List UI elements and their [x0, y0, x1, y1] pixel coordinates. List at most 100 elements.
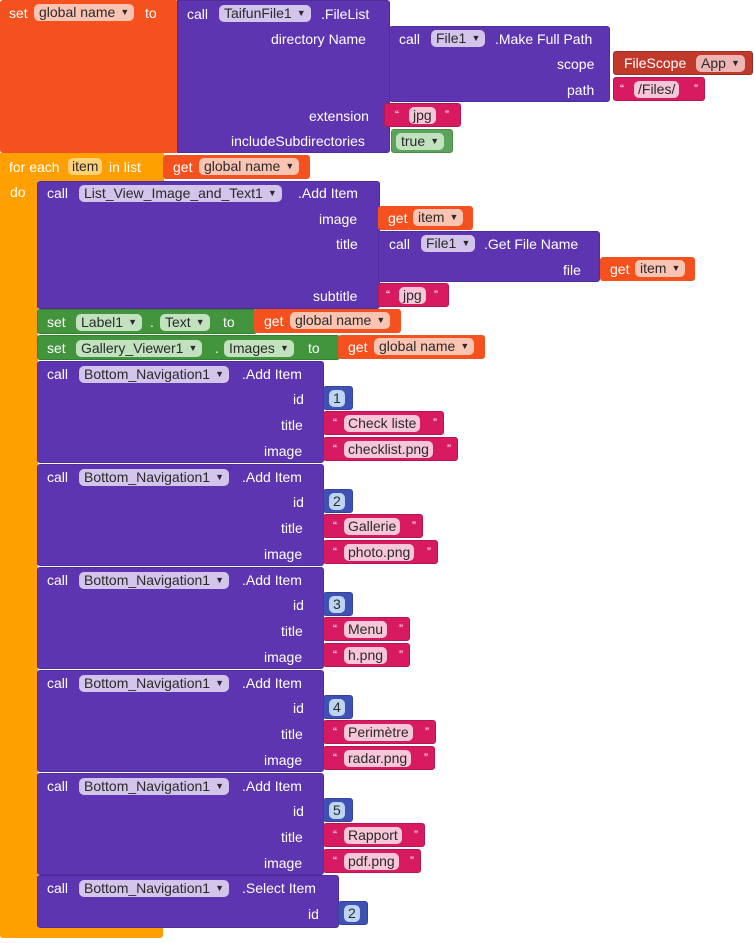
- nav-id-number-block[interactable]: 2: [323, 489, 353, 513]
- nav-title-text-block[interactable]: “ Gallerie ”: [323, 514, 423, 538]
- nav-image-text-block[interactable]: “ radar.png ”: [323, 746, 435, 770]
- listview-add-item-block[interactable]: call List_View_Image_and_Text1 ▼ .Add Ite…: [37, 181, 380, 309]
- nav-id-number-block[interactable]: 3: [323, 592, 353, 616]
- set-label-text-block[interactable]: set Label1 ▼ . Text ▼ to: [37, 309, 257, 334]
- call-keyword: call: [47, 675, 69, 691]
- get-item-block[interactable]: get item ▼: [600, 257, 695, 281]
- nav-image-text[interactable]: photo.png: [344, 544, 415, 561]
- nav-title-text[interactable]: Menu: [344, 621, 388, 638]
- nav-title-text[interactable]: Check liste: [344, 415, 421, 432]
- dropdown-caret-icon: ▼: [376, 315, 386, 325]
- component-dropdown[interactable]: Label1 ▼: [76, 314, 143, 331]
- set-gallery-images-block[interactable]: set Gallery_Viewer1 ▼ . Images ▼ to: [37, 335, 340, 360]
- variable-dropdown[interactable]: global name ▼: [290, 312, 391, 329]
- nav-image-text[interactable]: h.png: [344, 647, 388, 664]
- dropdown-caret-icon: ▼: [215, 369, 225, 379]
- variable-name: global name: [295, 312, 372, 328]
- variable-dropdown[interactable]: item ▼: [635, 260, 686, 277]
- nav-id-value[interactable]: 5: [329, 802, 345, 819]
- subtitle-text[interactable]: jpg: [399, 287, 426, 304]
- component-dropdown[interactable]: Bottom_Navigation1 ▼: [79, 880, 230, 897]
- filescope-helper-block[interactable]: FileScope App ▼: [613, 51, 753, 75]
- component-dropdown[interactable]: Bottom_Navigation1 ▼: [79, 778, 230, 795]
- get-file-name-block[interactable]: call File1 ▼ .Get File Name file: [378, 231, 600, 282]
- navigation-add-item-block[interactable]: call Bottom_Navigation1 ▼ .Add Item id title i…: [37, 773, 324, 875]
- path-text-block[interactable]: “ /Files/ ”: [613, 77, 705, 101]
- variable-dropdown[interactable]: global name ▼: [374, 338, 475, 355]
- nav-title-text-block[interactable]: “ Rapport ”: [323, 823, 425, 847]
- get-global-name-block[interactable]: get global name ▼: [254, 309, 401, 333]
- select-id-number-block[interactable]: 2: [338, 901, 368, 925]
- component-dropdown[interactable]: File1 ▼: [431, 30, 486, 47]
- nav-title-text-block[interactable]: “ Check liste ”: [323, 411, 444, 435]
- boolean-dropdown[interactable]: true ▼: [396, 133, 445, 150]
- select-id-value[interactable]: 2: [344, 905, 360, 922]
- navigation-add-item-block[interactable]: call Bottom_Navigation1 ▼ .Add Item id title i…: [37, 670, 324, 772]
- get-item-block[interactable]: get item ▼: [378, 206, 473, 230]
- dropdown-caret-icon: ▼: [430, 136, 440, 146]
- nav-id-value[interactable]: 4: [329, 699, 345, 716]
- logic-true-block[interactable]: true ▼: [391, 129, 453, 153]
- nav-title-text[interactable]: Gallerie: [344, 518, 401, 535]
- property-dropdown[interactable]: Images ▼: [224, 340, 294, 357]
- nav-id-number-block[interactable]: 4: [323, 695, 353, 719]
- component-dropdown[interactable]: Bottom_Navigation1 ▼: [79, 366, 230, 383]
- nav-id-value[interactable]: 1: [329, 390, 345, 407]
- variable-dropdown[interactable]: global name ▼: [199, 158, 300, 175]
- variable-dropdown[interactable]: item ▼: [413, 209, 464, 226]
- get-keyword: get: [348, 339, 368, 355]
- image-label: image: [264, 752, 303, 768]
- navigation-add-item-block[interactable]: call Bottom_Navigation1 ▼ .Add Item id title i…: [37, 567, 324, 669]
- close-quote: ”: [447, 442, 451, 456]
- navigation-add-item-block[interactable]: call Bottom_Navigation1 ▼ .Add Item id title i…: [37, 361, 324, 463]
- nav-title-text[interactable]: Perimètre: [344, 724, 413, 741]
- navigation-select-item-block[interactable]: call Bottom_Navigation1 ▼ .Select Item id: [37, 875, 339, 928]
- set-global-variable-block[interactable]: set global name ▼ to: [0, 0, 178, 153]
- extension-text[interactable]: jpg: [409, 107, 436, 124]
- nav-image-text-block[interactable]: “ h.png ”: [323, 643, 410, 667]
- nav-id-value[interactable]: 3: [329, 596, 345, 613]
- nav-id-number-block[interactable]: 5: [323, 798, 353, 822]
- id-label: id: [293, 803, 304, 819]
- nav-image-text[interactable]: pdf.png: [344, 853, 399, 870]
- open-quote: “: [395, 108, 399, 122]
- nav-image-text-block[interactable]: “ checklist.png ”: [323, 437, 458, 461]
- nav-title-text-block[interactable]: “ Menu ”: [323, 617, 410, 641]
- component-dropdown[interactable]: List_View_Image_and_Text1 ▼: [79, 185, 282, 202]
- navigation-add-item-block[interactable]: call Bottom_Navigation1 ▼ .Add Item id title i…: [37, 464, 324, 566]
- loop-item-name: item: [72, 158, 99, 174]
- component-dropdown[interactable]: File1 ▼: [421, 235, 476, 252]
- component-dropdown[interactable]: Gallery_Viewer1 ▼: [76, 340, 203, 357]
- nav-image-text-block[interactable]: “ pdf.png ”: [323, 849, 421, 873]
- component-name: List_View_Image_and_Text1: [84, 185, 263, 201]
- get-global-name-block[interactable]: get global name ▼: [338, 335, 485, 359]
- component-name: Label1: [81, 314, 124, 330]
- nav-title-text[interactable]: Rapport: [344, 827, 402, 844]
- filelist-call-block[interactable]: call TaifunFile1 ▼ .FileList directory Na…: [177, 0, 390, 153]
- scope-dropdown[interactable]: App ▼: [696, 55, 745, 72]
- extension-text-block[interactable]: “ jpg ”: [384, 103, 461, 127]
- for-each-loop-header[interactable]: for each item in list: [0, 153, 164, 181]
- variable-name: global name: [379, 338, 456, 354]
- call-keyword: call: [47, 366, 69, 382]
- component-dropdown[interactable]: TaifunFile1 ▼: [219, 5, 311, 22]
- dropdown-caret-icon: ▼: [471, 33, 481, 43]
- path-text[interactable]: /Files/: [634, 81, 680, 98]
- nav-image-text[interactable]: radar.png: [344, 750, 412, 767]
- component-dropdown[interactable]: Bottom_Navigation1 ▼: [79, 675, 230, 692]
- get-list-variable-block[interactable]: get global name ▼: [163, 155, 310, 179]
- get-keyword: get: [173, 159, 193, 175]
- nav-id-value[interactable]: 2: [329, 493, 345, 510]
- nav-title-text-block[interactable]: “ Perimètre ”: [323, 720, 436, 744]
- component-dropdown[interactable]: Bottom_Navigation1 ▼: [79, 469, 230, 486]
- variable-dropdown[interactable]: global name ▼: [34, 4, 135, 21]
- subtitle-text-block[interactable]: “ jpg ”: [378, 283, 449, 307]
- component-dropdown[interactable]: Bottom_Navigation1 ▼: [79, 572, 230, 589]
- nav-image-text[interactable]: checklist.png: [344, 441, 433, 458]
- nav-id-number-block[interactable]: 1: [323, 386, 353, 410]
- property-dropdown[interactable]: Text ▼: [160, 314, 210, 331]
- make-full-path-block[interactable]: call File1 ▼ .Make Full Path scope path: [389, 26, 610, 102]
- nav-image-text-block[interactable]: “ photo.png ”: [323, 540, 438, 564]
- component-name: Bottom_Navigation1: [84, 880, 211, 896]
- loop-item-variable[interactable]: item: [68, 158, 103, 175]
